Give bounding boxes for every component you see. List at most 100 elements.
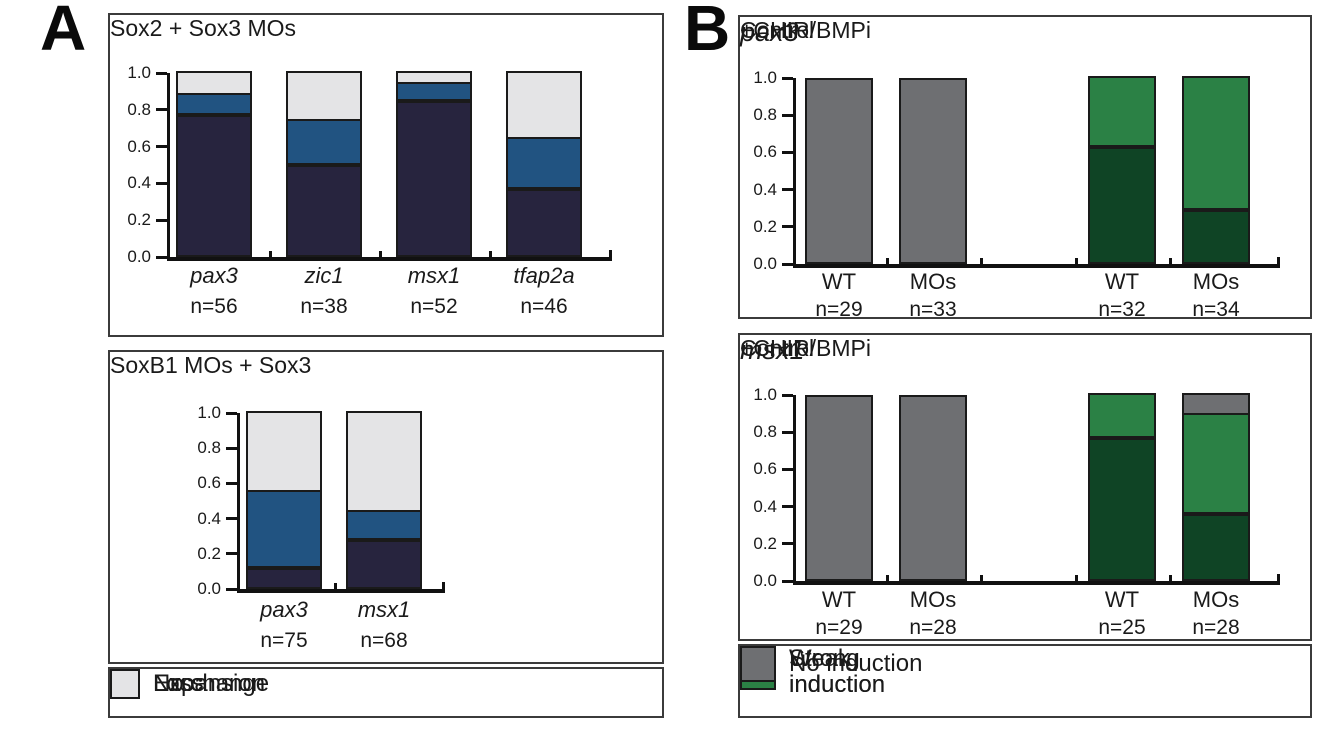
group-header-control: Control bbox=[740, 17, 815, 43]
x-tick bbox=[980, 575, 983, 582]
bar-msx1-1 bbox=[346, 411, 422, 589]
bar-segment-weak bbox=[1182, 76, 1250, 211]
n-label: n=25 bbox=[1098, 616, 1146, 639]
x-tick bbox=[1169, 575, 1172, 582]
n-label: n=68 bbox=[360, 629, 408, 652]
legend-label: Weak induction bbox=[789, 645, 886, 698]
legend-item-no-induction: No induction bbox=[740, 646, 922, 682]
y-tick-label: 0.2 bbox=[753, 216, 777, 236]
category-label: pax3 bbox=[190, 263, 238, 288]
bar-wt-0 bbox=[805, 395, 873, 581]
panel-a-bottom-chart-box: SoxB1 MOs + Sox3 1.0 0.8 0.6 0.4 0.2 0.0 pax3 n… bbox=[108, 350, 664, 664]
bar-segment-loss bbox=[396, 100, 472, 257]
bar-segment-weak bbox=[1088, 393, 1156, 438]
y-tick bbox=[782, 393, 793, 397]
chart-title: Sox2 + Sox3 MOs bbox=[110, 15, 296, 41]
y-tick-label: 1.0 bbox=[127, 63, 151, 82]
category-label: msx1 bbox=[407, 263, 461, 288]
legend-item-no-change: No change bbox=[110, 669, 269, 699]
bar-segment-loss bbox=[506, 188, 582, 257]
category-label: MOs bbox=[1192, 587, 1240, 612]
legend-item-weak-induction: Weak induction bbox=[740, 646, 885, 698]
n-label: n=28 bbox=[1192, 616, 1240, 639]
y-tick bbox=[782, 262, 793, 266]
y-tick-label: 0.4 bbox=[197, 508, 221, 528]
y-tick-label: 0.8 bbox=[127, 99, 151, 119]
bar-segment-expansion bbox=[246, 490, 322, 568]
y-tick-label: 0.4 bbox=[753, 496, 777, 516]
legend-label: Strong induction bbox=[789, 645, 886, 698]
bar-segment-no_induction bbox=[805, 78, 873, 264]
n-label: n=52 bbox=[410, 295, 458, 318]
n-label: n=33 bbox=[909, 298, 957, 321]
x-tick bbox=[269, 251, 272, 258]
y-tick bbox=[782, 579, 793, 583]
panel-a-label: A bbox=[40, 0, 87, 64]
bar-segment-loss bbox=[346, 539, 422, 589]
plot-area: 1.0 0.8 0.6 0.4 0.2 0.0 WT n=29 MOs n=28 WT n=25 MOs… bbox=[740, 335, 1310, 639]
bar-segment-loss bbox=[246, 567, 322, 589]
bar-segment-loss bbox=[176, 115, 252, 257]
bar-segment-strong bbox=[1088, 437, 1156, 581]
x-tick bbox=[980, 258, 983, 265]
x-axis-end-tick bbox=[1277, 574, 1280, 583]
bar-mos-1 bbox=[899, 78, 967, 264]
no-induction-swatch-icon bbox=[740, 646, 776, 682]
y-tick bbox=[156, 255, 167, 259]
y-tick-label: 0.2 bbox=[127, 210, 151, 230]
panel-a-top-chart-box: Sox2 + Sox3 MOs 1.0 0.8 0.6 0.4 0.2 0.0 pax3 n=… bbox=[108, 13, 664, 337]
legend-label: No change bbox=[153, 670, 270, 697]
x-tick bbox=[886, 575, 889, 582]
n-label: n=28 bbox=[909, 616, 957, 639]
x-tick bbox=[489, 251, 492, 258]
panel-b-top-chart-box: Control +CHIR/BMPi pax3 1.0 0.8 0.6 0.4 0.2 0… bbox=[738, 15, 1312, 321]
y-tick bbox=[782, 467, 793, 471]
y-tick bbox=[782, 113, 793, 117]
y-tick-label: 1.0 bbox=[197, 403, 221, 422]
group-header-control: Control bbox=[740, 335, 815, 361]
category-label: msx1 bbox=[357, 597, 411, 622]
x-axis bbox=[237, 589, 445, 593]
x-axis bbox=[793, 581, 1280, 585]
y-tick bbox=[782, 150, 793, 154]
y-tick-label: 0.8 bbox=[197, 438, 221, 458]
legend-label: Expansion bbox=[153, 670, 266, 697]
bar-segment-strong bbox=[1088, 146, 1156, 264]
bar-segment-expansion bbox=[506, 137, 582, 189]
category-label: WT bbox=[1104, 587, 1140, 612]
bar-zic1-1 bbox=[286, 71, 362, 257]
category-label: MOs bbox=[1192, 269, 1240, 294]
bar-segment-no_induction bbox=[899, 78, 967, 264]
panel-b-legend: Strong induction Weak induction No induc… bbox=[738, 644, 1312, 718]
chart-title: SoxB1 MOs + Sox3 bbox=[110, 352, 312, 378]
bar-pax3-0 bbox=[246, 411, 322, 589]
n-label: n=32 bbox=[1098, 298, 1146, 321]
y-tick-label: 0.0 bbox=[127, 247, 151, 266]
n-label: n=38 bbox=[300, 295, 348, 318]
bar-segment-strong bbox=[1182, 514, 1250, 581]
y-tick bbox=[156, 108, 167, 112]
bar-segment-weak bbox=[1088, 76, 1156, 147]
y-tick-label: 1.0 bbox=[753, 68, 777, 87]
bar-segment-expansion bbox=[346, 509, 422, 540]
y-tick-label: 0.4 bbox=[127, 173, 151, 193]
n-label: n=56 bbox=[190, 295, 238, 318]
y-tick bbox=[226, 446, 237, 450]
bar-segment-strong bbox=[1182, 210, 1250, 264]
x-tick bbox=[379, 251, 382, 258]
y-tick bbox=[782, 542, 793, 546]
y-tick-label: 0.0 bbox=[197, 579, 221, 598]
y-tick bbox=[782, 225, 793, 229]
legend-label: Loss bbox=[153, 670, 204, 697]
plot-area: 1.0 0.8 0.6 0.4 0.2 0.0 WT n=29 MOs n=33 WT n=32 MOs… bbox=[740, 17, 1310, 321]
y-tick-label: 0.6 bbox=[127, 136, 151, 156]
bar-segment-no_change bbox=[346, 411, 422, 512]
category-label: WT bbox=[1104, 269, 1140, 294]
y-tick-label: 1.0 bbox=[753, 385, 777, 404]
y-tick bbox=[156, 71, 167, 75]
category-label: pax3 bbox=[260, 597, 308, 622]
category-label: WT bbox=[821, 587, 857, 612]
category-label: MOs bbox=[909, 587, 957, 612]
bar-segment-loss bbox=[286, 165, 362, 257]
